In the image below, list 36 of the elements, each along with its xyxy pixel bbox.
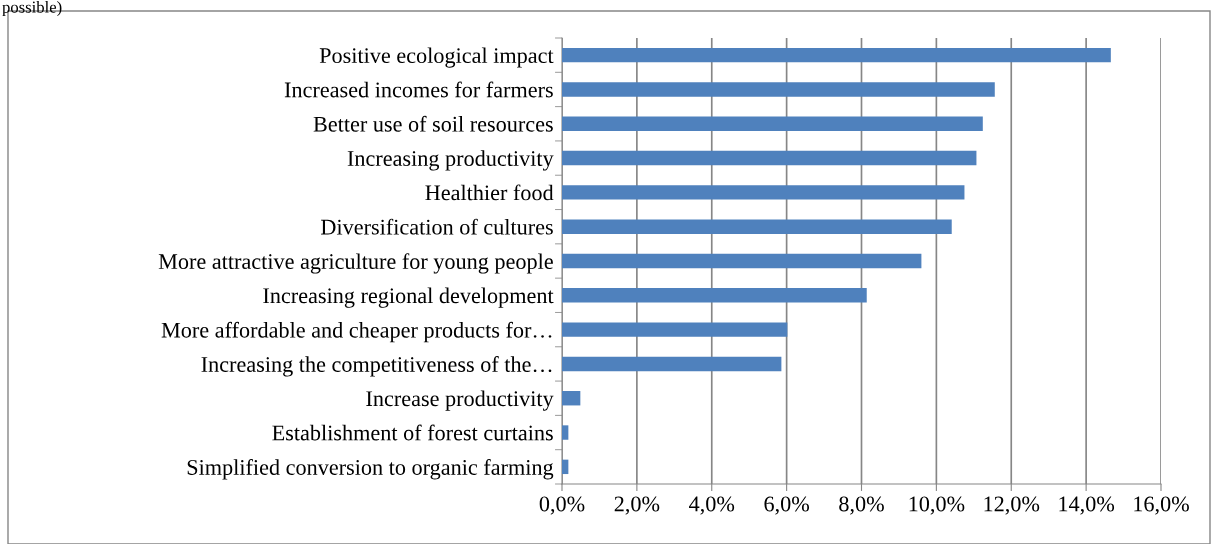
bar [562,82,995,97]
bar [562,322,788,337]
y-tick-label: More attractive agriculture for young people [158,253,553,274]
bar [562,219,952,234]
y-tick-label: Better use of soil resources [313,115,553,132]
bar [562,391,581,406]
x-tick-label: 6,0% [764,496,810,515]
y-tick-label: Healthier food [425,184,554,201]
y-tick-label: Increasing productivity [347,150,554,171]
x-tick-label: 0,0% [539,496,585,515]
bar [562,253,922,269]
y-tick-label: Increasing regional development [263,287,554,308]
bar [562,185,965,200]
y-tick-label: Diversification of cultures [321,218,553,235]
y-tick-label: Increasing the competitiveness of the… [201,356,552,377]
x-tick-label: 16,0% [1134,496,1189,515]
y-tick-label: Increase productivity [366,390,554,411]
bar [562,425,569,440]
y-tick-label: Positive ecological impact [319,47,554,68]
x-tick-label: 8,0% [839,496,884,515]
bar [562,288,867,303]
y-tick-label: More affordable and cheaper products for… [161,321,552,343]
bar [562,47,1111,63]
bar [562,150,977,166]
x-tick-label: 2,0% [614,496,660,515]
y-tick-label: Increased incomes for farmers [284,81,553,98]
x-tick-label: 10,0% [909,496,965,515]
text: possible) [2,1,62,17]
y-tick-label: Establishment of forest curtains [272,424,553,441]
y-tick-label: Simplified conversion to organic farming [187,459,554,480]
bar [562,356,782,372]
x-tick-label: 4,0% [689,496,735,515]
x-tick-label: 14,0% [1059,496,1115,515]
x-tick-label: 12,0% [984,496,1040,515]
bar [562,116,983,131]
bar [562,459,569,475]
